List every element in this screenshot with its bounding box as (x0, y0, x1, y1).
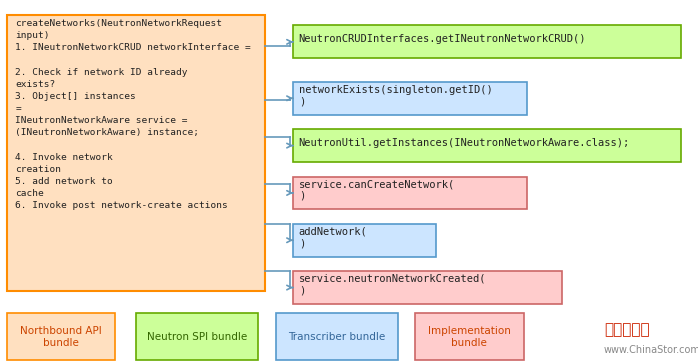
Text: createNetworks(NeutronNetworkRequest
input)
1. INeutronNetworkCRUD networkInterf: createNetworks(NeutronNetworkRequest inp… (15, 19, 251, 210)
FancyBboxPatch shape (415, 313, 524, 360)
Text: 中国存储网: 中国存储网 (604, 322, 649, 337)
Text: Neutron SPI bundle: Neutron SPI bundle (147, 332, 247, 342)
FancyBboxPatch shape (293, 177, 527, 209)
Text: NeutronCRUDInterfaces.getINeutronNetworkCRUD(): NeutronCRUDInterfaces.getINeutronNetwork… (299, 34, 586, 44)
FancyBboxPatch shape (293, 224, 436, 257)
FancyBboxPatch shape (7, 15, 265, 291)
Text: www.ChinaStor.com: www.ChinaStor.com (604, 345, 698, 355)
FancyBboxPatch shape (293, 25, 681, 58)
Text: Northbound API
bundle: Northbound API bundle (20, 326, 102, 348)
FancyBboxPatch shape (293, 271, 562, 304)
Text: networkExists(singleton.getID()
): networkExists(singleton.getID() ) (299, 84, 493, 106)
Text: service.neutronNetworkCreated(
): service.neutronNetworkCreated( ) (299, 274, 487, 296)
FancyBboxPatch shape (7, 313, 115, 360)
Text: service.canCreateNetwork(
): service.canCreateNetwork( ) (299, 179, 455, 201)
FancyBboxPatch shape (276, 313, 398, 360)
Text: Transcriber bundle: Transcriber bundle (288, 332, 385, 342)
FancyBboxPatch shape (293, 129, 681, 162)
Text: NeutronUtil.getInstances(INeutronNetworkAware.class);: NeutronUtil.getInstances(INeutronNetwork… (299, 138, 630, 148)
Text: Implementation
bundle: Implementation bundle (428, 326, 511, 348)
FancyBboxPatch shape (136, 313, 258, 360)
FancyBboxPatch shape (293, 82, 527, 115)
Text: addNetwork(
): addNetwork( ) (299, 226, 367, 248)
